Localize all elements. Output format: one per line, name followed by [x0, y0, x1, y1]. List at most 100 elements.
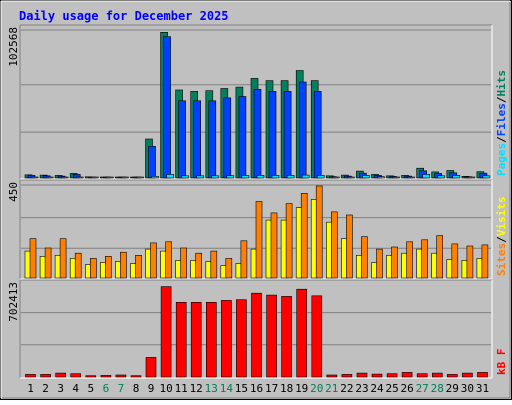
bar-pages-day-15: [241, 175, 250, 179]
bar-kb-f-day-1: [25, 374, 36, 378]
legend-entry: /: [495, 236, 508, 243]
bar-sites-day-28: [436, 235, 444, 279]
bar-pages-day-8: [136, 176, 144, 179]
panel-bottom-bars: [25, 286, 488, 378]
bar-pages-day-2: [45, 176, 54, 179]
bar-kb-f-day-29: [446, 374, 458, 378]
day-label-28: 28: [431, 382, 444, 395]
day-label-26: 26: [400, 382, 413, 395]
bar-sites-day-14: [225, 258, 233, 279]
bar-pages-day-5: [91, 176, 99, 179]
bar-pages-day-6: [106, 176, 114, 179]
bar-sites-day-20: [315, 185, 323, 279]
legend-entry: Pages: [495, 143, 508, 176]
bar-kb-f-day-17: [266, 294, 277, 378]
bar-kb-f-day-10: [160, 286, 172, 378]
bar-pages-day-1: [30, 176, 39, 179]
bar-pages-day-23: [362, 175, 370, 179]
bar-sites-day-16: [255, 201, 263, 279]
bar-sites-day-13: [210, 250, 218, 279]
legend-entry: Hits: [495, 70, 508, 97]
day-label-17: 17: [265, 382, 278, 395]
legend-entry: /: [495, 136, 508, 143]
bar-kb-f-day-31: [477, 372, 488, 378]
bar-pages-day-18: [286, 175, 295, 179]
bar-kb-f-day-27: [416, 373, 428, 378]
legend-entry: Sites: [495, 243, 508, 276]
bar-sites-day-2: [44, 247, 52, 279]
bar-kb-f-day-5: [85, 375, 97, 378]
bar-pages-day-28: [437, 175, 446, 179]
bar-pages-day-12: [196, 175, 204, 179]
bar-sites-day-11: [180, 247, 187, 279]
day-label-27: 27: [416, 382, 429, 395]
bar-sites-day-12: [195, 252, 202, 279]
day-label-3: 3: [57, 382, 64, 395]
day-label-7: 7: [118, 382, 125, 395]
bar-sites-day-3: [59, 238, 67, 279]
bar-sites-day-15: [240, 240, 248, 279]
bar-kb-f-day-11: [175, 301, 187, 378]
day-label-10: 10: [159, 382, 172, 395]
bar-pages-day-16: [256, 175, 265, 179]
day-label-5: 5: [87, 382, 94, 395]
bar-sites-day-18: [285, 203, 293, 279]
bar-files-day-17: [268, 91, 277, 179]
bar-sites-day-25: [391, 246, 398, 279]
bar-pages-day-17: [271, 175, 280, 179]
bar-kb-f-day-7: [115, 374, 127, 378]
bar-kb-f-day-25: [386, 373, 398, 378]
bar-kb-f-day-12: [190, 301, 202, 378]
bar-kb-f-day-28: [431, 372, 443, 378]
panel-top-bars: [24, 31, 491, 179]
bar-sites-day-1: [29, 238, 37, 279]
day-label-18: 18: [280, 382, 293, 395]
day-label-21: 21: [325, 382, 338, 395]
bar-sites-day-27: [421, 239, 429, 279]
bar-kb-f-day-16: [251, 292, 262, 378]
day-label-11: 11: [175, 382, 188, 395]
bar-pages-day-3: [60, 176, 69, 179]
bar-kb-f-day-18: [281, 296, 292, 378]
day-label-6: 6: [103, 382, 110, 395]
bar-sites-day-9: [150, 242, 157, 279]
day-label-14: 14: [220, 382, 234, 395]
legend-entry: Visits: [495, 197, 508, 237]
bar-sites-day-31: [481, 244, 489, 279]
bar-kb-f-day-22: [341, 374, 353, 378]
bar-files-day-18: [283, 91, 292, 179]
panel-bottom-legend: kB F: [495, 349, 508, 376]
bar-sites-day-19: [300, 193, 308, 279]
bar-kb-f-day-13: [206, 301, 217, 378]
day-label-2: 2: [42, 382, 49, 395]
bar-kb-f-day-30: [462, 372, 473, 378]
panel-middle-bars: [24, 185, 489, 279]
bar-sites-day-21: [330, 211, 338, 279]
day-labels: 1 2 3 4 5 6 7 8 9 10 11 12 13 14 15 16 17 18 19 20 21 22 23 24 2…: [27, 382, 489, 395]
bar-pages-day-24: [377, 176, 385, 179]
day-label-20: 20: [310, 382, 323, 395]
bar-kb-f-day-9: [145, 357, 157, 378]
day-label-31: 31: [476, 382, 489, 395]
bar-pages-day-25: [392, 176, 400, 179]
day-label-12: 12: [190, 382, 203, 395]
panel-bottom-max-label: 702413: [7, 282, 20, 322]
bar-pages-day-27: [422, 174, 431, 179]
bar-sites-day-8: [135, 255, 142, 279]
bar-sites-day-26: [406, 241, 413, 279]
bar-kb-f-day-21: [326, 374, 338, 378]
bar-sites-day-10: [165, 241, 172, 279]
bar-files-day-9: [148, 146, 156, 179]
bar-kb-f-day-24: [371, 373, 383, 378]
bar-files-day-15: [238, 96, 247, 179]
bar-sites-day-4: [74, 252, 82, 279]
day-label-4: 4: [72, 382, 79, 395]
bar-pages-day-22: [347, 176, 355, 179]
bar-kb-f-day-8: [130, 375, 142, 378]
day-label-24: 24: [370, 382, 384, 395]
bar-sites-day-7: [120, 251, 127, 279]
bar-sites-day-22: [346, 214, 353, 279]
legend-entry: Files: [495, 103, 508, 136]
day-label-19: 19: [295, 382, 308, 395]
